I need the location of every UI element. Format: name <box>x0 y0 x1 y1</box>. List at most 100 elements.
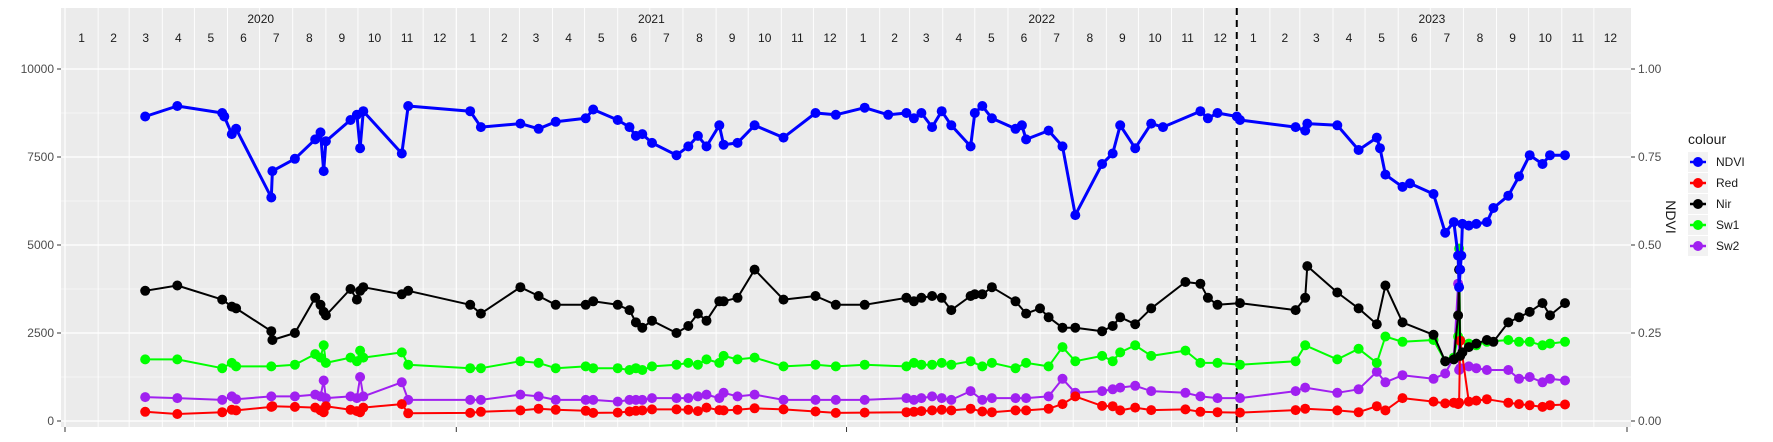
point-red <box>1524 400 1535 411</box>
point-red <box>916 406 927 417</box>
point-ndvi <box>1212 108 1223 118</box>
point-ndvi <box>267 166 278 177</box>
point-sw2 <box>683 393 694 404</box>
point-red <box>475 406 486 417</box>
point-red <box>1560 399 1570 410</box>
point-nir <box>1302 261 1313 272</box>
legend-item-nir: Nir <box>1688 194 1731 214</box>
month-label: 3 <box>1313 31 1320 45</box>
point-ndvi <box>1545 150 1555 161</box>
month-label: 10 <box>1539 31 1553 45</box>
legend-title: colour <box>1688 131 1726 147</box>
y-tick-label: 5000 <box>27 238 54 252</box>
point-ndvi <box>749 120 760 131</box>
point-sw2 <box>612 396 623 407</box>
point-ndvi <box>465 106 476 117</box>
point-sw1 <box>217 363 228 374</box>
point-ndvi <box>927 122 938 133</box>
point-nir <box>671 328 682 338</box>
series-nir <box>140 261 1570 367</box>
point-nir <box>1043 312 1054 323</box>
point-ndvi <box>1405 178 1415 189</box>
point-red <box>692 406 703 417</box>
point-ndvi <box>1016 120 1027 131</box>
point-red <box>1537 401 1548 412</box>
month-label: 6 <box>1021 31 1028 45</box>
month-label: 12 <box>1604 31 1618 45</box>
point-sw1 <box>396 347 407 358</box>
point-sw2 <box>318 375 329 386</box>
point-sw2 <box>1021 393 1032 404</box>
legend-item-red: Red <box>1688 173 1738 193</box>
point-nir <box>647 315 657 326</box>
point-nir <box>1195 278 1206 289</box>
series-group <box>140 101 1570 419</box>
point-red <box>901 407 912 418</box>
month-label: 6 <box>240 31 247 45</box>
point-nir <box>140 285 151 296</box>
point-red <box>1043 403 1054 414</box>
point-sw1 <box>358 352 369 363</box>
point-nir <box>732 292 743 303</box>
point-sw1 <box>533 357 544 368</box>
point-sw2 <box>1290 386 1301 397</box>
point-ndvi <box>986 113 997 124</box>
month-label: 8 <box>1086 31 1093 45</box>
point-ndvi <box>533 123 544 134</box>
point-ndvi <box>1302 118 1313 129</box>
point-red <box>1380 405 1391 416</box>
point-red <box>986 407 997 418</box>
point-sw1 <box>403 359 414 370</box>
point-sw2 <box>1514 373 1524 384</box>
point-sw1 <box>1195 357 1206 368</box>
point-ndvi <box>1560 150 1570 161</box>
point-nir <box>1463 342 1474 353</box>
point-red <box>732 404 743 415</box>
point-red <box>1514 399 1524 410</box>
point-nir <box>1010 296 1021 307</box>
y-axis-left: 0 2500 5000 7500 10000 <box>21 62 61 428</box>
point-ndvi <box>637 129 648 140</box>
point-ndvi <box>1130 143 1141 154</box>
point-sw1 <box>1290 356 1301 367</box>
y2-tick-label: 0.25 <box>1638 326 1662 340</box>
point-sw2 <box>1235 393 1245 404</box>
point-sw2 <box>749 389 760 400</box>
point-nir <box>550 299 561 310</box>
point-red <box>908 406 919 417</box>
point-ndvi <box>1070 210 1081 221</box>
point-sw2 <box>266 391 277 402</box>
series-sw1 <box>140 243 1570 375</box>
point-ndvi <box>732 137 743 148</box>
point-sw1 <box>1043 361 1054 372</box>
point-ndvi <box>1463 220 1474 231</box>
point-ndvi <box>916 108 927 118</box>
point-nir <box>624 305 635 316</box>
legend-label: Red <box>1716 176 1738 190</box>
point-sw1 <box>1545 338 1555 349</box>
month-label: 11 <box>1181 31 1194 45</box>
point-nir <box>533 291 544 301</box>
point-red <box>1471 395 1482 406</box>
point-ndvi <box>830 109 841 120</box>
point-nir <box>683 321 694 331</box>
y2-tick-label: 1.00 <box>1638 62 1662 76</box>
y-tick-label: 7500 <box>27 150 54 164</box>
point-red <box>1010 405 1021 416</box>
point-sw2 <box>588 394 599 405</box>
point-sw1 <box>965 356 976 367</box>
month-label: 3 <box>142 31 149 45</box>
month-label: 8 <box>696 31 703 45</box>
point-nir <box>1371 319 1382 330</box>
point-ndvi <box>969 108 980 118</box>
point-sw1 <box>637 365 648 375</box>
point-sw1 <box>1180 345 1191 356</box>
point-red <box>1235 407 1245 418</box>
point-nir <box>266 326 277 337</box>
point-sw1 <box>749 352 760 363</box>
point-nir <box>345 284 356 294</box>
point-nir <box>986 282 997 293</box>
point-ndvi <box>1371 132 1382 143</box>
point-ndvi <box>692 130 703 141</box>
